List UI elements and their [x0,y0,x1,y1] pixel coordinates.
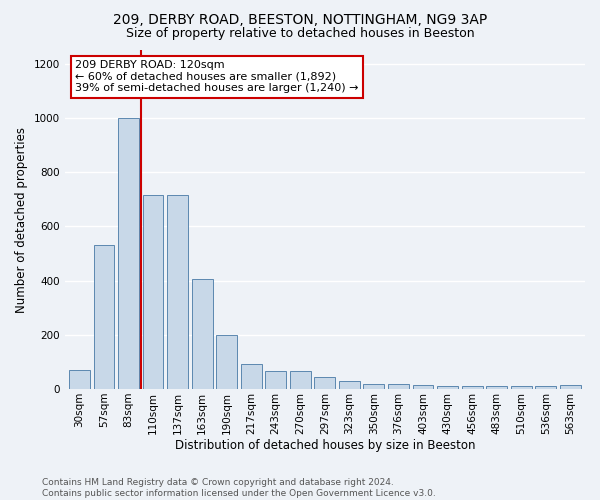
X-axis label: Distribution of detached houses by size in Beeston: Distribution of detached houses by size … [175,440,475,452]
Bar [535,386,556,389]
Text: 209 DERBY ROAD: 120sqm
← 60% of detached houses are smaller (1,892)
39% of semi-: 209 DERBY ROAD: 120sqm ← 60% of detached… [75,60,359,94]
Bar [167,195,188,389]
Bar [94,246,115,389]
Bar [143,195,163,389]
Text: Size of property relative to detached houses in Beeston: Size of property relative to detached ho… [125,28,475,40]
Bar [265,372,286,389]
Bar [511,386,532,389]
Bar [216,335,237,389]
Bar [486,386,507,389]
Bar [241,364,262,389]
Y-axis label: Number of detached properties: Number of detached properties [15,126,28,312]
Bar [364,384,385,389]
Text: 209, DERBY ROAD, BEESTON, NOTTINGHAM, NG9 3AP: 209, DERBY ROAD, BEESTON, NOTTINGHAM, NG… [113,12,487,26]
Bar [191,279,212,389]
Bar [118,118,139,389]
Bar [339,381,360,389]
Bar [69,370,90,389]
Bar [314,377,335,389]
Bar [290,372,311,389]
Bar [461,386,482,389]
Text: Contains HM Land Registry data © Crown copyright and database right 2024.
Contai: Contains HM Land Registry data © Crown c… [42,478,436,498]
Bar [388,384,409,389]
Bar [413,385,433,389]
Bar [437,386,458,389]
Bar [560,385,581,389]
